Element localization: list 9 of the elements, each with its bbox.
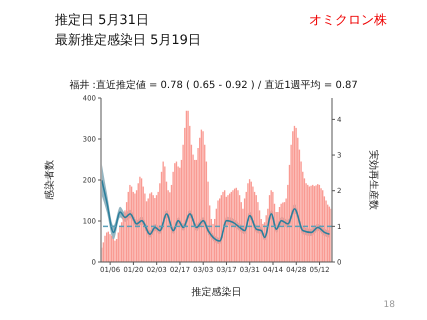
line-series bbox=[102, 180, 330, 242]
chart-title: 福井 :直近推定値 = 0.78 ( 0.65 - 0.92 ) / 直近1週平均 = 0.87 bbox=[69, 80, 358, 91]
x-axis-title: 推定感染日 bbox=[192, 286, 242, 298]
text: 18 bbox=[384, 300, 395, 310]
y-axis-title: 感染者数 bbox=[44, 160, 56, 200]
text: オミクロン株 bbox=[309, 13, 387, 28]
text: 推定日 5月31日 bbox=[55, 13, 149, 28]
y2-axis-title: 実効再生産数 bbox=[367, 150, 380, 210]
text: 最新推定感染日 5月19日 bbox=[55, 33, 201, 48]
